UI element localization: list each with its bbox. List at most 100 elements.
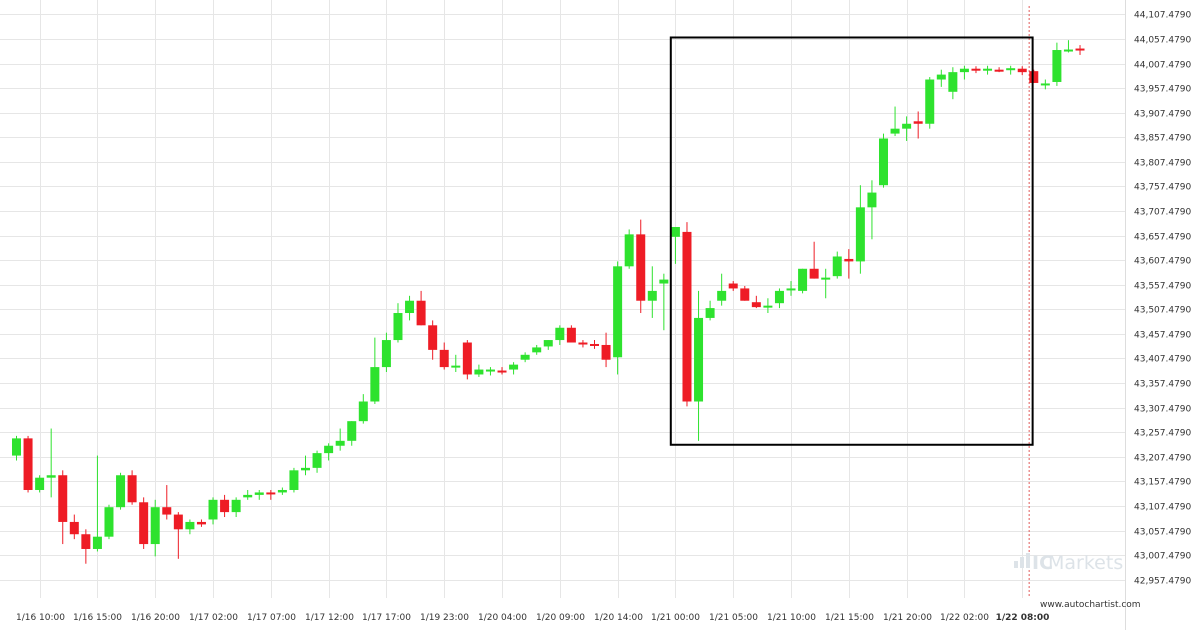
candle-body <box>162 507 172 515</box>
broker-logo: IC Markets <box>1014 552 1123 574</box>
bullish-candle <box>555 325 565 345</box>
x-tick-label: 1/16 10:00 <box>16 613 65 623</box>
candle-body <box>971 68 981 71</box>
bearish-candle <box>1029 69 1039 83</box>
bullish-candle <box>231 497 241 518</box>
bullish-candle <box>358 394 368 424</box>
bearish-candle <box>994 67 1004 73</box>
pattern-rectangle <box>669 36 1034 446</box>
y-tick-label: 44,057.4790 <box>1134 36 1192 46</box>
y-tick-label: 43,407.4790 <box>1134 355 1192 365</box>
bearish-candle <box>1017 66 1027 76</box>
candle-body <box>208 499 218 520</box>
bullish-candle <box>532 344 542 355</box>
bullish-candle <box>312 450 322 473</box>
candle-body <box>358 401 368 422</box>
candle-body <box>601 344 611 360</box>
bullish-candle <box>1040 79 1050 90</box>
candle-body <box>474 369 484 375</box>
x-tick-label: 1/22 08:00 <box>996 613 1050 623</box>
candle-body <box>23 438 33 490</box>
candle-body <box>231 499 241 513</box>
y-tick-label: 43,857.4790 <box>1134 134 1192 144</box>
bullish-candle <box>983 65 993 75</box>
bearish-candle <box>439 342 449 370</box>
y-tick-label: 43,107.4790 <box>1134 503 1192 513</box>
broker-logo-prefix: IC <box>1032 552 1053 574</box>
x-tick-label: 1/21 00:00 <box>651 613 700 623</box>
bullish-candle <box>509 362 519 375</box>
broker-logo-name: Markets <box>1048 552 1123 574</box>
y-axis: 44,107.4790 44,057.4790 44,007.4790 43,957.… <box>1134 11 1192 587</box>
bullish-candle <box>659 273 669 331</box>
candle-body <box>462 342 472 375</box>
bullish-candle <box>335 428 345 451</box>
y-tick-label: 43,307.4790 <box>1134 405 1192 415</box>
candle-body <box>717 290 727 301</box>
candle-body <box>855 207 865 262</box>
bullish-candle <box>185 519 195 535</box>
bearish-candle <box>23 435 33 493</box>
candle-body <box>774 290 784 304</box>
bullish-candle <box>670 226 680 264</box>
candle-body <box>543 340 553 347</box>
candle-body <box>12 438 21 456</box>
y-tick-label: 43,007.4790 <box>1134 552 1192 562</box>
y-tick-label: 44,107.4790 <box>1134 11 1192 21</box>
candle-body <box>682 231 692 402</box>
x-tick-label: 1/20 09:00 <box>536 613 585 623</box>
bullish-candle <box>46 428 56 498</box>
bullish-candle <box>254 489 264 500</box>
candle-body <box>520 354 530 360</box>
bullish-candle <box>936 69 946 87</box>
x-tick-label: 1/21 20:00 <box>883 613 932 623</box>
x-tick-label: 1/19 23:00 <box>420 613 469 623</box>
bullish-candle <box>647 266 657 318</box>
y-tick-label: 43,757.4790 <box>1134 183 1192 193</box>
bearish-candle <box>601 332 611 368</box>
candle-body <box>428 325 438 350</box>
candle-body <box>798 268 808 291</box>
candle-body <box>485 369 495 372</box>
candle-body <box>636 234 646 301</box>
candle-body <box>925 79 935 124</box>
pattern-box <box>669 36 1034 446</box>
bearish-candle <box>1075 45 1085 55</box>
bullish-candle <box>92 455 102 552</box>
bullish-candle <box>879 133 888 188</box>
bullish-candle <box>208 497 218 525</box>
bearish-candle <box>196 519 206 527</box>
bullish-candle <box>301 455 310 476</box>
candle-body <box>69 521 79 535</box>
candle-body <box>555 327 565 341</box>
bullish-candle <box>520 352 530 363</box>
x-tick-label: 1/20 04:00 <box>478 613 527 623</box>
candle-body <box>416 300 426 326</box>
candle-body <box>694 317 704 402</box>
bearish-candle <box>497 367 507 375</box>
bearish-candle <box>428 320 438 360</box>
candle-body <box>809 268 819 279</box>
candle-body <box>670 226 680 237</box>
bullish-candle <box>798 268 808 294</box>
bullish-candle <box>474 364 484 377</box>
bearish-candle <box>971 66 981 74</box>
bearish-candle <box>139 497 149 549</box>
y-tick-label: 43,707.4790 <box>1134 208 1192 218</box>
bullish-candle <box>902 116 912 141</box>
bullish-candle <box>763 298 773 314</box>
bullish-candle <box>370 337 380 404</box>
bullish-candle <box>890 106 900 137</box>
candle-body <box>879 138 888 186</box>
candle-body <box>821 277 831 280</box>
candle-body <box>983 68 993 71</box>
bearish-candle <box>69 514 79 540</box>
bullish-candle <box>104 504 114 540</box>
y-tick-label: 43,807.4790 <box>1134 159 1192 169</box>
candle-body <box>266 492 276 495</box>
bullish-candle <box>1063 40 1073 53</box>
candle-body <box>1052 50 1062 82</box>
candle-body <box>659 279 669 284</box>
bullish-candle <box>925 77 935 129</box>
